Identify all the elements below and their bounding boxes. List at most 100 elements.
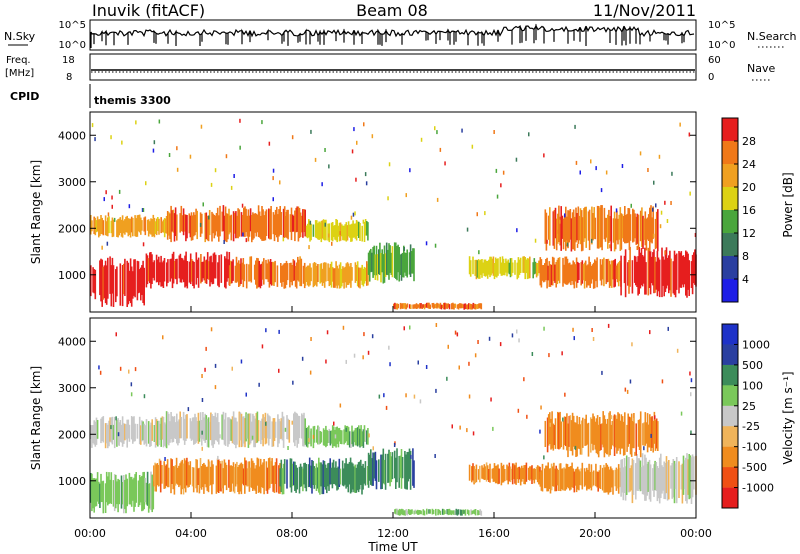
velocity-cell [608, 469, 611, 493]
power-cell [276, 206, 278, 238]
power-cell [497, 258, 499, 276]
power-cell [181, 258, 184, 280]
velocity-cell [203, 417, 205, 441]
power-cell [285, 215, 287, 238]
velocity-point [312, 434, 315, 439]
velocity-cell [644, 412, 647, 446]
power-cell [563, 214, 566, 242]
velocity-point [499, 342, 502, 347]
power-cell [408, 304, 411, 309]
power-point [352, 212, 355, 217]
velocity-cell [117, 418, 119, 446]
power-cell [596, 257, 598, 288]
velocity-cell [125, 424, 127, 440]
power-point [363, 122, 365, 127]
power-cell [641, 255, 644, 287]
power-point [688, 132, 691, 137]
power-cell [542, 265, 545, 283]
power-cell [291, 214, 294, 232]
power-cell [354, 223, 357, 239]
velocity-cell [119, 420, 122, 442]
power-cell [333, 268, 335, 288]
power-cell [192, 260, 194, 286]
velocity-cell [347, 427, 350, 446]
power-cell [527, 258, 530, 279]
power-cell [628, 260, 630, 294]
velocity-point [574, 445, 577, 450]
power-cell [547, 215, 550, 240]
power-cell [289, 263, 291, 288]
power-cell [111, 257, 114, 294]
power-cell [560, 206, 562, 251]
power-point [103, 197, 105, 202]
velocity-point [117, 432, 120, 437]
velocity-cell [100, 473, 102, 503]
velocity-cell [159, 460, 162, 493]
velocity-point [446, 376, 448, 381]
power-cell [350, 224, 352, 242]
velocity-cell [134, 474, 136, 507]
velocity-cell [253, 462, 255, 490]
velocity-cell [627, 457, 629, 492]
power-cell [661, 247, 663, 298]
velocity-colorbar-tick-label: -100 [742, 441, 767, 454]
power-point [94, 137, 96, 142]
power-point [168, 153, 171, 157]
velocity-cell [329, 430, 332, 446]
velocity-cell [550, 418, 552, 450]
power-cell [419, 303, 421, 309]
velocity-cell [576, 415, 578, 457]
power-cell [410, 304, 412, 309]
velocity-cell [128, 424, 131, 442]
power-cell [508, 262, 511, 275]
velocity-cell [311, 460, 313, 494]
velocity-cell [322, 460, 325, 495]
velocity-point [523, 377, 525, 382]
velocity-cell [223, 419, 226, 445]
velocity-point [389, 362, 391, 367]
power-cell [410, 251, 413, 274]
velocity-cell [170, 412, 172, 439]
velocity-cell [550, 463, 553, 491]
power-cell [301, 215, 303, 233]
power-cell [323, 262, 326, 288]
power-cell [195, 208, 197, 233]
velocity-cell [472, 463, 474, 481]
velocity-point [591, 328, 593, 332]
power-cell [293, 260, 296, 281]
power-cell [656, 250, 659, 297]
velocity-cell [518, 466, 521, 480]
velocity-point [345, 427, 347, 432]
velocity-cell [485, 462, 488, 482]
velocity-cell [592, 470, 595, 486]
power-cell [168, 212, 170, 236]
power-point [471, 144, 474, 149]
power-cell [428, 302, 430, 309]
power-cell [516, 262, 519, 280]
velocity-cell [617, 464, 620, 494]
velocity-cell [118, 479, 120, 505]
power-cell [204, 212, 206, 243]
power-cell [284, 263, 287, 289]
velocity-cell [466, 509, 469, 515]
power-cell [559, 216, 561, 246]
velocity-cell [477, 510, 479, 516]
velocity-cell [584, 418, 586, 446]
velocity-cell [484, 466, 487, 480]
power-cell [576, 213, 578, 241]
velocity-point [201, 398, 204, 402]
velocity-cell [157, 420, 159, 447]
power-cell [156, 259, 159, 282]
power-cell [179, 213, 181, 233]
velocity-cell [214, 412, 217, 441]
velocity-point [231, 366, 233, 371]
power-cell [290, 262, 292, 283]
power-band [468, 256, 540, 280]
power-cell [94, 217, 97, 236]
velocity-cell [222, 411, 225, 441]
velocity-point [210, 327, 213, 332]
power-point [566, 242, 569, 247]
velocity-point [130, 382, 133, 387]
power-cell [102, 266, 105, 300]
power-cell [627, 262, 629, 286]
